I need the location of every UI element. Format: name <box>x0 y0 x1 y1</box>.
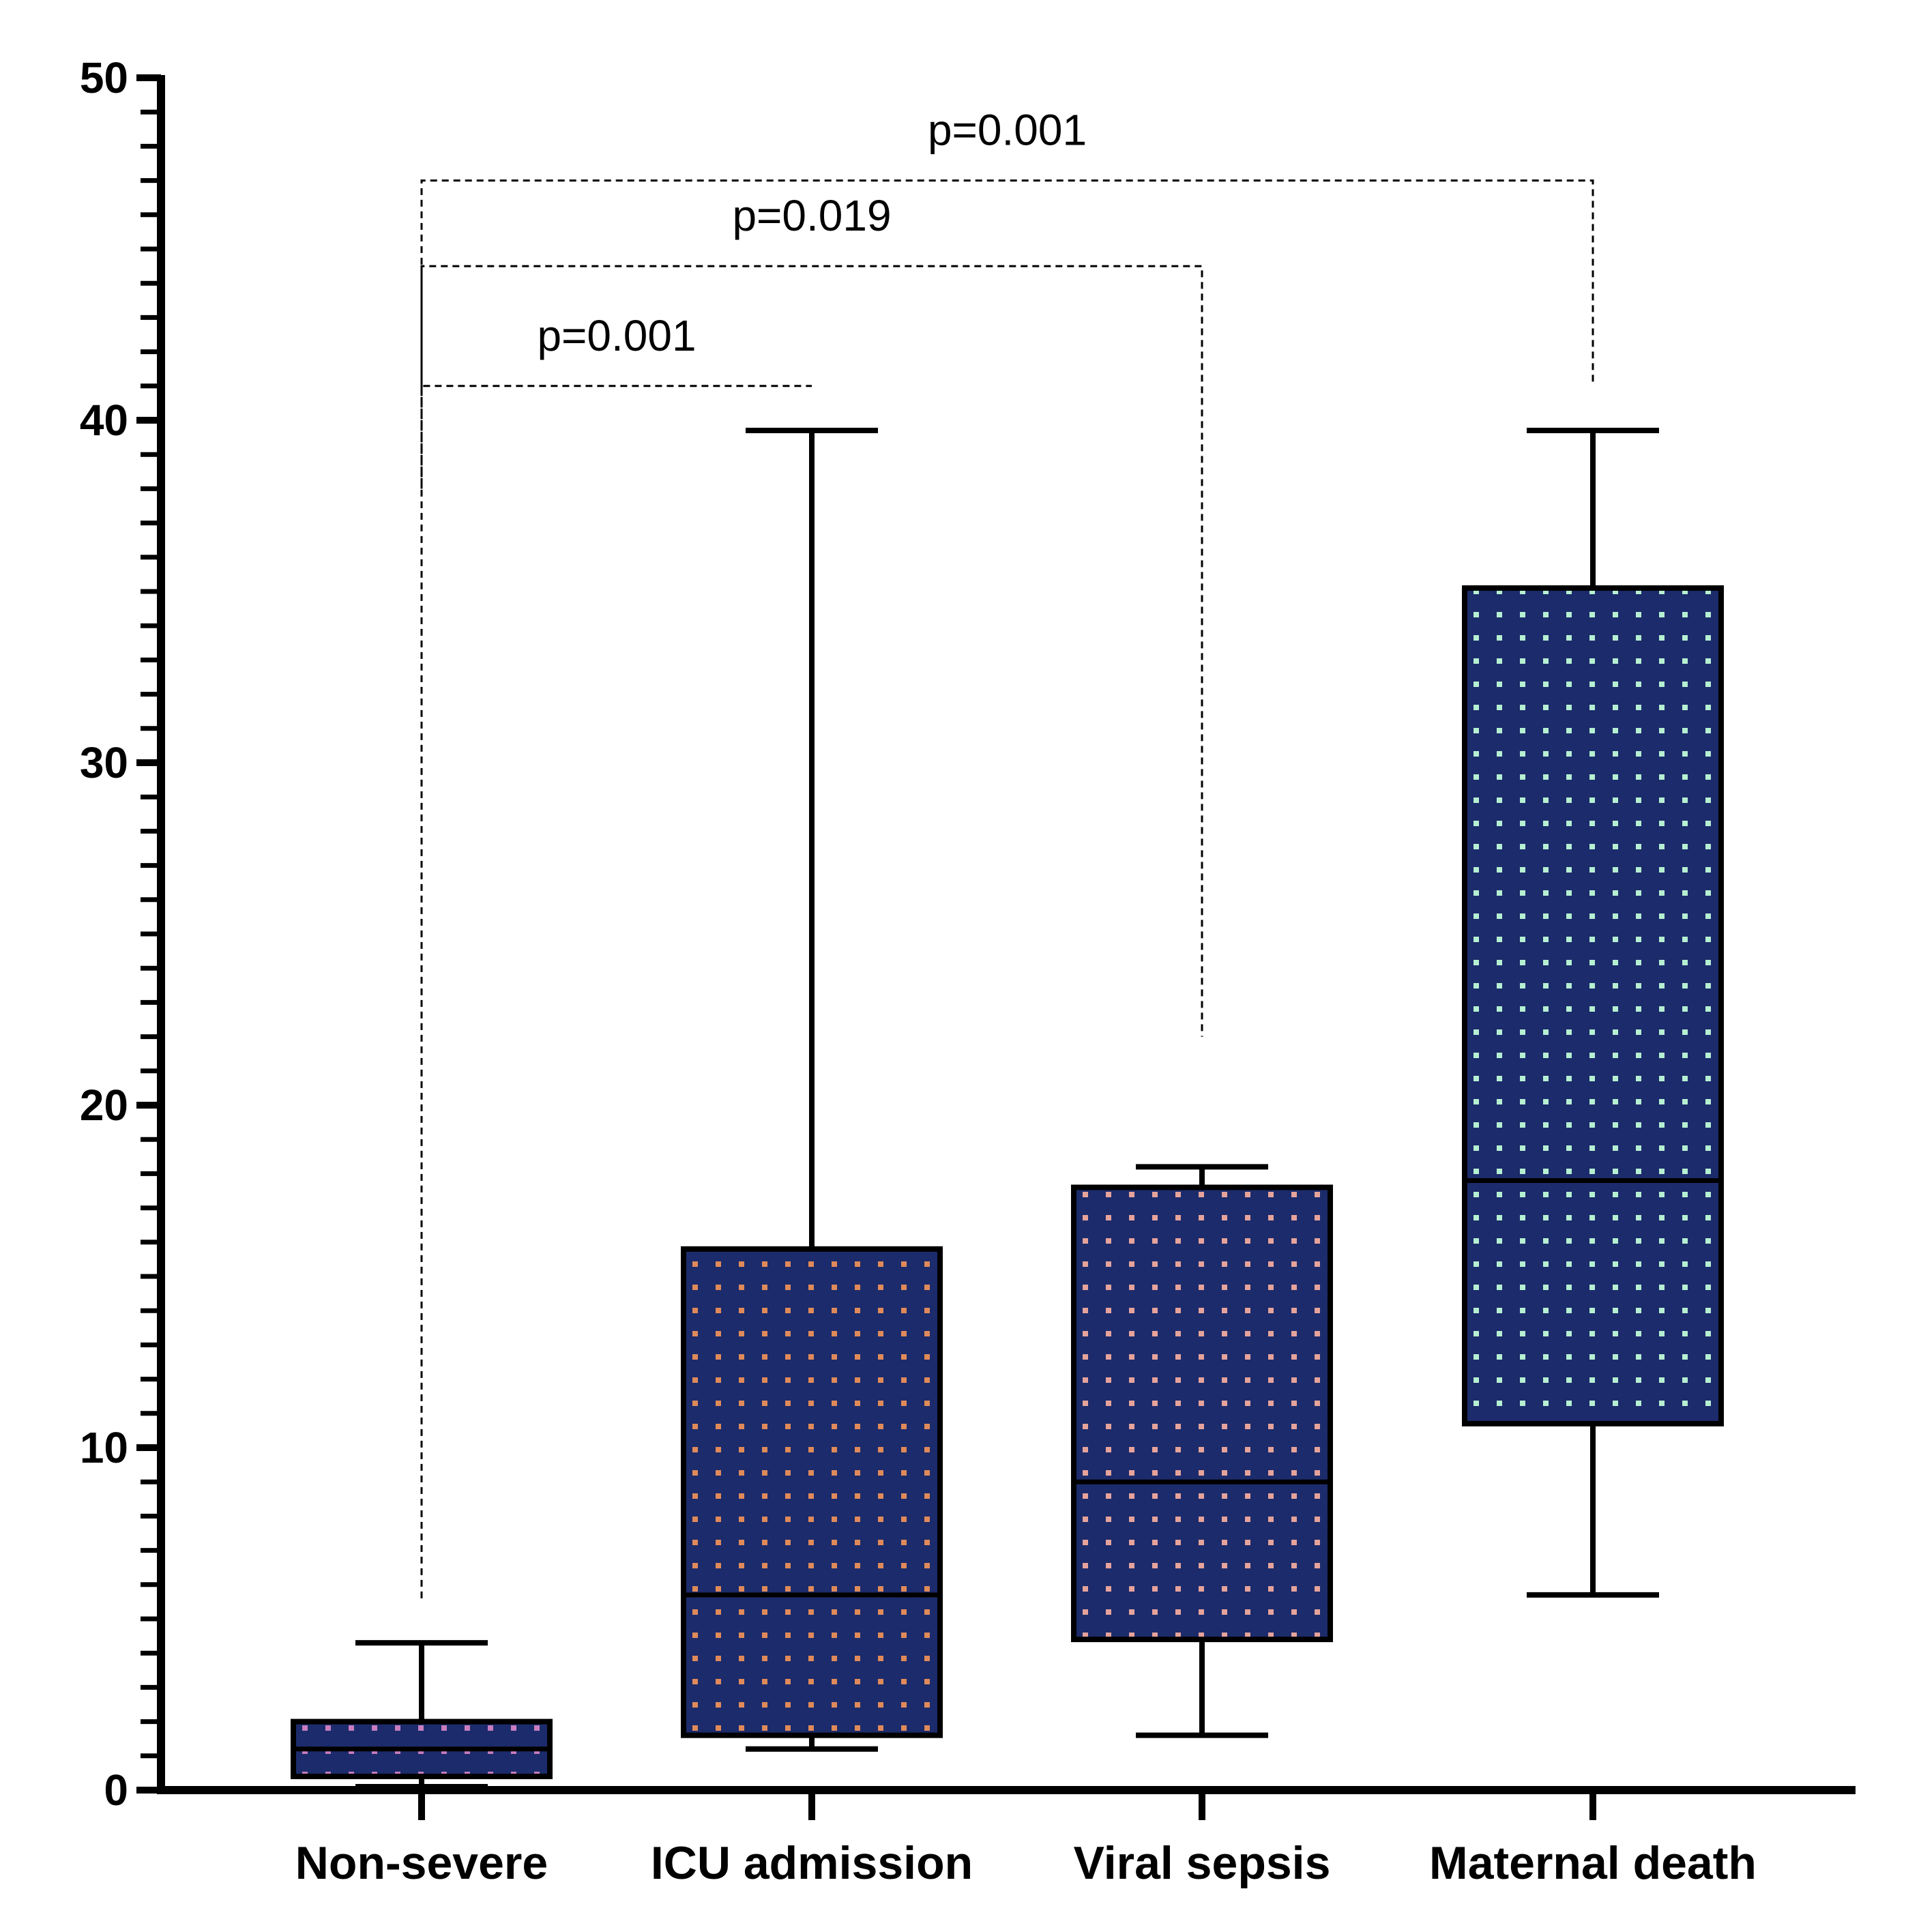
significance-bracket <box>420 179 1594 1598</box>
y-tick-label: 50 <box>80 53 128 102</box>
box-group-icu-admission <box>681 428 943 1752</box>
y-tick-label: 0 <box>104 1766 128 1815</box>
y-tick-label: 40 <box>80 396 128 445</box>
x-axis: Non-severe ICU admission Viral sepsis Mater… <box>157 1786 1856 1889</box>
y-axis: 0 10 20 30 40 50 <box>80 53 165 1815</box>
significance-brackets: p=0.001 p=0.019 p=0.001 <box>420 106 1594 1598</box>
y-tick-label: 20 <box>80 1081 128 1130</box>
significance-bracket <box>420 385 812 489</box>
y-tick-label: 30 <box>80 738 128 787</box>
p-value-label: p=0.001 <box>928 106 1087 155</box>
box-iqr <box>1462 585 1724 1426</box>
box-iqr <box>1071 1184 1333 1643</box>
y-tick-label: 10 <box>80 1423 128 1472</box>
box-group-maternal-death <box>1462 428 1724 1598</box>
p-value-label: p=0.001 <box>537 311 696 360</box>
box-iqr <box>681 1246 943 1738</box>
x-category-label: ICU admission <box>651 1837 973 1889</box>
boxes <box>291 428 1724 1789</box>
p-value-label: p=0.019 <box>732 191 891 240</box>
significance-bracket <box>420 265 1203 1037</box>
box-group-viral-sepsis <box>1071 1164 1333 1738</box>
box-group-non-severe <box>291 1640 553 1789</box>
x-category-label: Viral sepsis <box>1074 1837 1331 1889</box>
x-category-label: Non-severe <box>295 1837 548 1889</box>
x-category-label: Maternal death <box>1429 1837 1757 1889</box>
